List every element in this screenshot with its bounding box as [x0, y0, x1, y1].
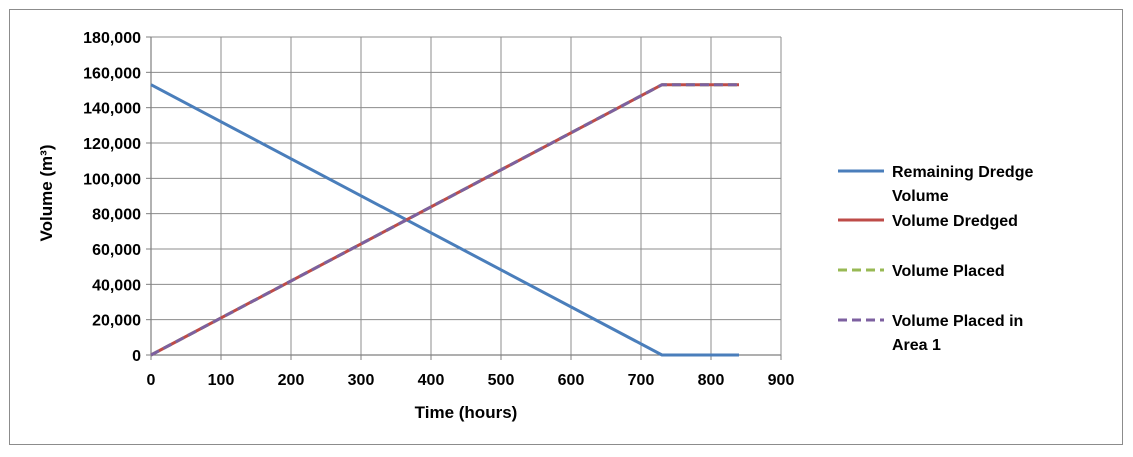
x-tick-label: 200	[278, 372, 305, 389]
y-tick-label: 20,000	[92, 313, 141, 330]
series-line	[150, 83, 739, 357]
series-line	[150, 83, 739, 357]
x-axis-title: Time (hours)	[415, 403, 518, 422]
legend-label: Volume Placed	[892, 263, 1005, 280]
series-lines	[150, 83, 739, 357]
legend-label: Volume Placed in	[892, 313, 1023, 330]
x-tick-labels: 0 100 200 300 400 500 600 700 800 900	[147, 372, 795, 389]
x-tick-label: 100	[208, 372, 235, 389]
legend-label: Remaining Dredge	[892, 164, 1033, 181]
y-axis-title: Volume (m³)	[37, 145, 56, 242]
legend-label: Volume	[892, 188, 949, 205]
y-tick-label: 0	[132, 348, 141, 365]
series-line	[150, 83, 739, 357]
x-tick-label: 300	[348, 372, 375, 389]
x-tick-label: 500	[488, 372, 515, 389]
x-tick-label: 900	[768, 372, 795, 389]
chart-frame	[9, 9, 1123, 445]
y-tick-label: 80,000	[92, 207, 141, 224]
y-tick-label: 160,000	[83, 65, 141, 82]
y-tick-label: 180,000	[83, 30, 141, 47]
y-tick-label: 100,000	[83, 171, 141, 188]
y-tick-labels: 0 20,000 40,000 60,000 80,000 100,000 120,000 1…	[83, 30, 141, 365]
y-tick-label: 60,000	[92, 242, 141, 259]
y-tick-label: 120,000	[83, 136, 141, 153]
legend-label: Volume Dredged	[892, 213, 1018, 230]
series-line	[150, 83, 739, 357]
legend-label: Area 1	[892, 337, 941, 354]
y-tick-label: 40,000	[92, 277, 141, 294]
x-tick-label: 400	[418, 372, 445, 389]
x-tick-label: 700	[628, 372, 655, 389]
x-tick-label: 0	[147, 372, 156, 389]
legend: Remaining Dredge Volume Volume Dredged Vo…	[838, 164, 1033, 354]
x-tick-label: 600	[558, 372, 585, 389]
x-tick-label: 800	[698, 372, 725, 389]
y-tick-label: 140,000	[83, 101, 141, 118]
